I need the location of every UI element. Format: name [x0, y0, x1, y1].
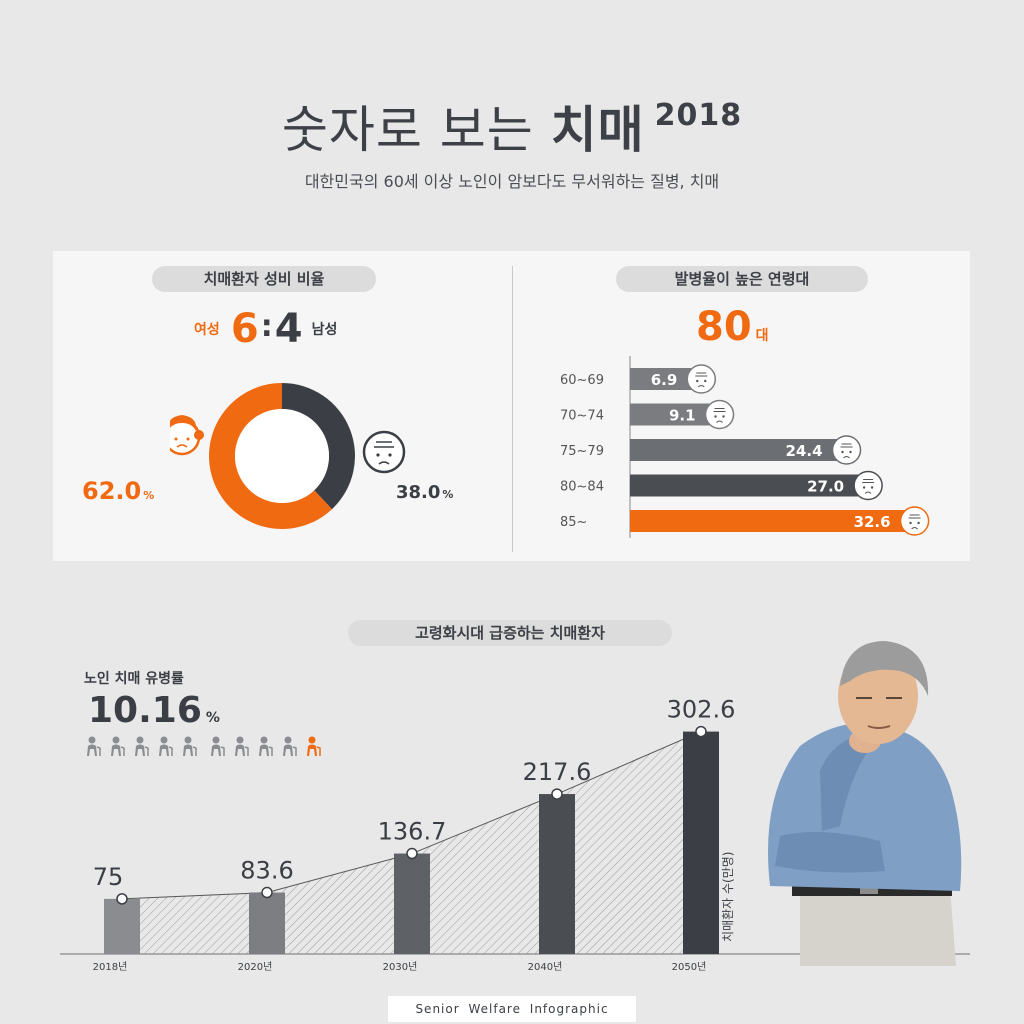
face-icon — [899, 506, 930, 536]
female-percent-value: 62.0 — [82, 477, 142, 505]
title-light: 숫자로 보는 — [281, 101, 534, 159]
age-tick-label: 80~84 — [560, 480, 604, 495]
growth-bar — [249, 892, 285, 954]
age-bar — [630, 474, 875, 497]
age-bar — [630, 403, 726, 426]
age-section-title: 발병율이 높은 연령대 — [616, 266, 868, 292]
age-bar-value: 32.6 — [854, 513, 891, 531]
growth-value-label: 302.6 — [667, 696, 736, 724]
prevalence-number: 10.16 — [88, 690, 202, 731]
age-bar-value: 6.9 — [651, 371, 678, 389]
thinking-senior-man-illustration — [768, 641, 962, 966]
age-tick-label: 60~69 — [560, 373, 604, 388]
female-percent-symbol: % — [143, 489, 155, 502]
donut-hole — [235, 409, 329, 503]
face-icon — [686, 364, 717, 394]
panel-divider — [512, 266, 513, 552]
senior-person-icon — [307, 736, 321, 756]
stats-panel — [53, 251, 970, 561]
growth-value-label: 217.6 — [523, 758, 592, 786]
female-percent: 62.0% — [82, 477, 154, 505]
growth-value-label: 83.6 — [240, 857, 293, 885]
female-label: 여성 — [194, 322, 220, 338]
growth-bar — [104, 898, 140, 954]
peak-age-value: 80 — [696, 304, 752, 350]
face-icon — [831, 435, 862, 465]
growth-axis-label: 치매환자 수(만명) — [721, 852, 735, 942]
gender-ratio: 여성 6:4 남성 — [194, 306, 337, 352]
age-tick-label: 75~79 — [560, 444, 604, 459]
male-label: 남성 — [311, 322, 338, 338]
senior-person-icon — [135, 736, 149, 756]
growth-tick-label: 2020년 — [238, 961, 273, 973]
growth-bar — [683, 731, 719, 954]
growth-point — [406, 847, 418, 860]
age-bar — [630, 439, 853, 461]
prevalence-value: 10.16% — [88, 690, 220, 731]
age-tick-label: 85~ — [560, 515, 587, 530]
growth-value-label: 136.7 — [378, 818, 447, 846]
title-year: 2018 — [654, 98, 743, 133]
senior-person-icon — [159, 736, 173, 756]
growth-point — [116, 893, 128, 905]
gender-section-title: 치매환자 성비 비율 — [152, 266, 376, 292]
growth-tick-label: 2018년 — [93, 961, 128, 973]
male-percent: 38.0% — [396, 482, 453, 503]
senior-person-icon — [283, 736, 297, 756]
growth-bar-chart: 75 2018년 83.6 2020년 136.7 2030년 217.6 2040년 302.… — [60, 696, 970, 973]
male-percent-value: 38.0 — [396, 482, 441, 503]
age-bar-value: 24.4 — [786, 442, 823, 460]
people-icon-row — [87, 736, 321, 756]
male-ratio: 4 — [274, 306, 303, 352]
senior-person-icon — [87, 736, 101, 756]
male-percent-symbol: % — [442, 488, 454, 501]
growth-bar — [394, 853, 430, 954]
growth-tick-label: 2050년 — [672, 961, 707, 973]
face-icon — [853, 470, 883, 501]
age-bar-value: 9.1 — [669, 407, 696, 425]
female-ratio: 6 — [230, 306, 259, 352]
grandmother-icon — [170, 415, 204, 456]
page-title: 숫자로 보는 치매 2018 — [0, 90, 1024, 162]
peak-age-unit: 대 — [755, 328, 769, 344]
title-bold: 치매 — [550, 101, 645, 159]
age-bar-chart: 60~69 6.9 70~74 9.1 75~79 24.4 80~84 27.0 85~ 32.… — [560, 356, 930, 538]
senior-person-icon — [235, 736, 249, 756]
growth-section-title: 고령화시대 급증하는 치매환자 — [348, 620, 672, 646]
donut-slice-female — [209, 383, 332, 529]
page-subtitle: 대한민국의 60세 이상 노인이 암보다도 무서워하는 질병, 치매 — [304, 172, 720, 191]
ratio-colon: : — [260, 309, 273, 344]
peak-age: 80 대 — [696, 304, 769, 350]
growth-point — [695, 725, 707, 738]
age-bar-value: 27.0 — [807, 478, 844, 496]
senior-person-icon — [111, 736, 125, 756]
growth-bar — [539, 794, 575, 954]
age-bar — [630, 510, 921, 532]
gender-donut-chart — [170, 383, 406, 529]
growth-tick-label: 2040년 — [528, 961, 563, 973]
face-icon — [704, 399, 735, 430]
donut-slice-male — [282, 383, 355, 510]
growth-value-label: 75 — [93, 863, 124, 891]
age-tick-label: 70~74 — [560, 409, 604, 424]
prevalence-percent-symbol: % — [205, 710, 220, 726]
growth-point — [551, 788, 563, 800]
senior-person-icon — [183, 736, 197, 756]
senior-person-icon — [259, 736, 273, 756]
footer-caption: Senior Welfare Infographic — [388, 996, 636, 1022]
grandfather-icon — [362, 430, 406, 474]
senior-person-icon — [211, 736, 225, 756]
growth-tick-label: 2030년 — [383, 961, 418, 973]
growth-point — [261, 886, 273, 899]
prevalence-label: 노인 치매 유병률 — [84, 671, 184, 687]
